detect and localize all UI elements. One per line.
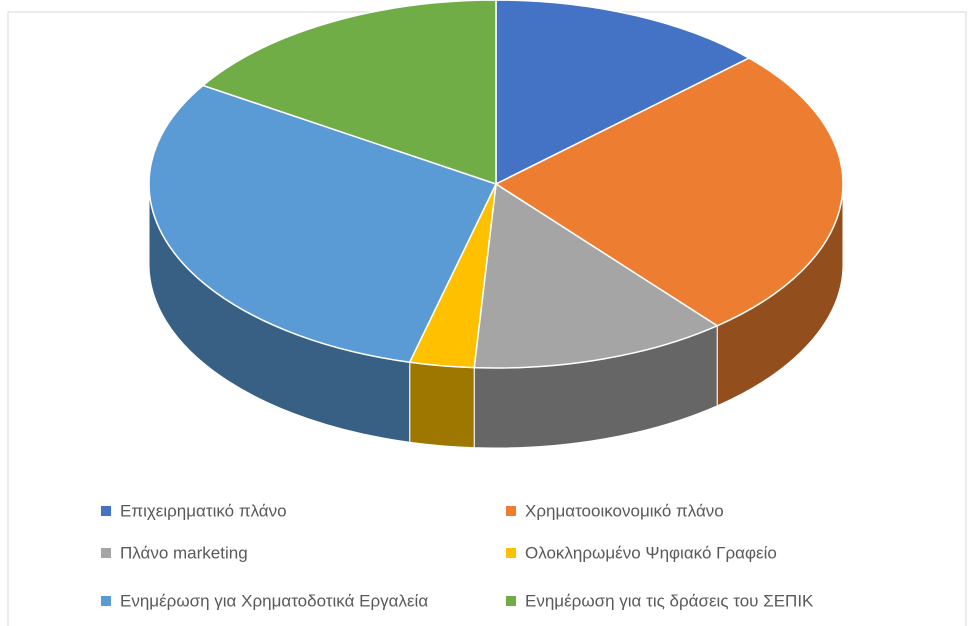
legend-label: Ενημέρωση για τις δράσεις του ΣΕΠΙΚ xyxy=(525,591,814,610)
slice xyxy=(495,0,751,186)
legend-swatch xyxy=(101,506,111,516)
slice xyxy=(201,0,497,186)
legend-label: Ολοκληρωμένο Ψηφιακό Γραφείο xyxy=(525,543,777,562)
slice xyxy=(494,57,844,327)
legend-swatch xyxy=(101,548,111,558)
slice xyxy=(148,84,498,364)
slice xyxy=(473,182,719,369)
legend-label: Ενημέρωση για Χρηματοδοτικά Εργαλεία xyxy=(120,591,428,610)
legend-label: Χρηματοοικονομικό πλάνο xyxy=(525,501,724,520)
legend-swatch xyxy=(101,596,111,606)
legend-swatch xyxy=(506,548,516,558)
legend-swatch xyxy=(506,506,516,516)
legend-label: Πλάνο marketing xyxy=(120,543,248,562)
slice-side xyxy=(409,361,475,449)
legend-label: Επιχειρηματικό πλάνο xyxy=(120,501,287,520)
legend-swatch xyxy=(506,596,516,606)
